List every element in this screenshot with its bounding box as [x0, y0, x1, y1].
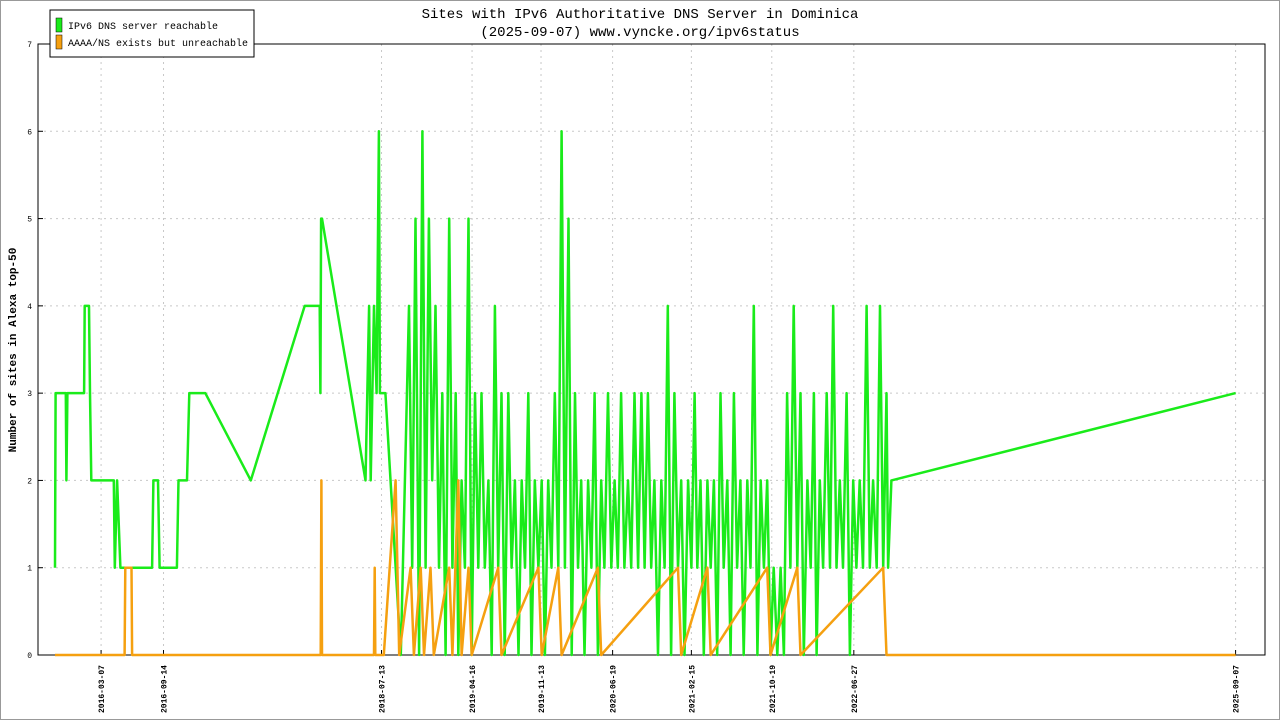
x-tick-label: 2018-07-13 — [379, 665, 388, 713]
x-tick-label: 2021-10-19 — [769, 665, 778, 713]
legend-swatch — [55, 17, 63, 33]
y-tick-label: 2 — [27, 477, 32, 486]
x-tick-label: 2022-06-27 — [851, 665, 860, 713]
y-tick-label: 5 — [27, 216, 32, 225]
x-tick-label: 2019-11-13 — [538, 665, 547, 713]
y-tick-label: 1 — [27, 565, 32, 574]
legend-box — [49, 9, 255, 58]
legend-label: AAAA/NS exists but unreachable — [68, 38, 248, 50]
y-tick-label: 4 — [27, 303, 32, 312]
series-line — [55, 479, 1236, 657]
y-axis-label: Number of sites in Alexa top-50 — [8, 248, 20, 453]
x-tick-label: 2016-03-07 — [98, 665, 107, 713]
series-line — [53, 130, 1236, 657]
x-tick-label: 2021-02-15 — [688, 665, 697, 713]
legend-label: IPv6 DNS server reachable — [68, 21, 218, 33]
x-tick-label: 2020-06-19 — [610, 665, 619, 713]
y-tick-label: 6 — [27, 128, 32, 137]
chart-title: Sites with IPv6 Authoritative DNS Server… — [422, 7, 859, 23]
y-tick-label: 7 — [27, 41, 32, 50]
y-tick-label: 0 — [27, 652, 32, 661]
x-tick-label: 2019-04-16 — [469, 665, 478, 713]
y-tick-label: 3 — [27, 390, 32, 399]
plot-border — [37, 43, 1266, 656]
x-tick-label: 2025-09-07 — [1233, 665, 1242, 713]
chart-subtitle: (2025-09-07) www.vyncke.org/ipv6status — [480, 25, 799, 41]
x-tick-label: 2016-09-14 — [161, 665, 170, 713]
legend-swatch — [55, 34, 63, 50]
